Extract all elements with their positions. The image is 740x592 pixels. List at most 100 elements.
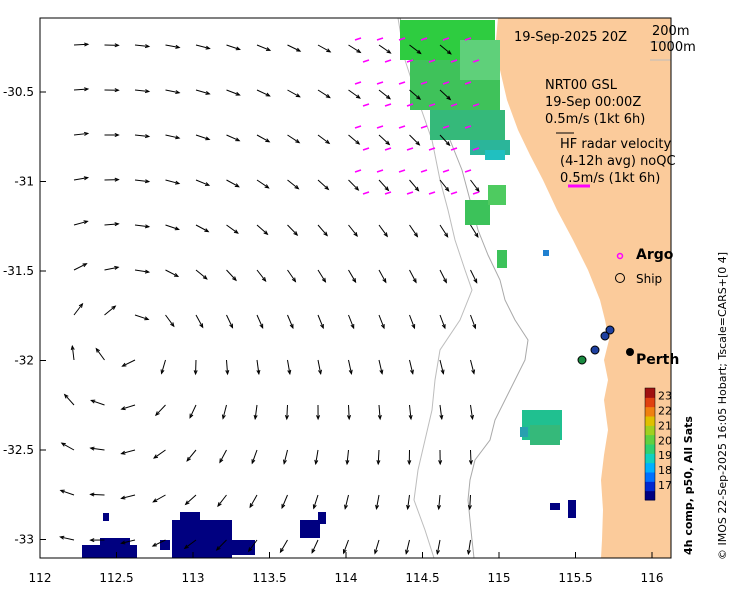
model-current-arrow <box>348 269 357 283</box>
model-current-arrowhead <box>353 232 358 238</box>
model-current-arrow <box>134 179 149 183</box>
hf-radar-arrow <box>362 191 370 195</box>
hf-radar-arrow <box>420 37 428 41</box>
model-current-arrow <box>469 494 471 510</box>
model-current-arrowhead <box>473 278 478 284</box>
colorbar-tick-label: 17 <box>658 479 672 492</box>
contour-200m-label: 200m <box>652 24 690 39</box>
model-current-arrow <box>165 179 180 185</box>
model-current-arrowhead <box>121 362 127 367</box>
model-current-arrowhead <box>202 275 208 280</box>
hf-radar-arrow <box>354 125 362 129</box>
model-current-arrow <box>219 449 227 463</box>
model-current-arrow <box>378 314 385 329</box>
model-current-arrowhead <box>356 48 362 54</box>
hf-radar-arrow <box>354 37 362 41</box>
model-current-arrow <box>216 539 227 551</box>
model-current-arrow <box>283 449 288 464</box>
model-current-arrow <box>121 494 136 499</box>
hf-radar-arrow <box>450 59 458 63</box>
model-current-arrow <box>439 179 450 192</box>
model-current-arrowhead <box>63 393 69 399</box>
model-current-arrowhead <box>144 179 151 184</box>
model-current-arrow <box>317 269 326 283</box>
radar-title: HF radar velocity <box>560 137 672 152</box>
model-current-arrowhead <box>114 88 120 93</box>
model-current-arrowhead <box>384 186 390 192</box>
model-current-arrowhead <box>60 442 66 447</box>
model-current-arrow <box>287 314 294 329</box>
model-current-arrowhead <box>344 504 348 510</box>
model-current-arrow <box>287 359 291 374</box>
model-current-arrow <box>287 44 301 52</box>
hf-radar-arrow <box>384 59 392 63</box>
model-current-arrowhead <box>154 411 160 417</box>
model-current-arrowhead <box>386 49 392 54</box>
model-current-arrow <box>281 494 288 509</box>
model-current-arrowhead <box>436 549 440 556</box>
model-current-arrow <box>186 449 197 462</box>
model-current-arrow <box>409 224 418 237</box>
hf-radar-arrow <box>362 147 370 151</box>
x-tick-label: 114.5 <box>405 571 439 585</box>
model-current-arrowhead <box>468 460 473 466</box>
y-axis: -30.5 -31 -31.5 -32 -32.5 -33 <box>3 85 46 547</box>
model-current-arrow <box>348 179 359 191</box>
model-current-arrowhead <box>323 231 329 237</box>
model-current-arrowhead <box>256 369 261 376</box>
model-current-arrow <box>195 89 210 95</box>
model-current-arrowhead <box>475 187 480 193</box>
model-current-arrow <box>155 404 166 416</box>
model-current-arrowhead <box>89 446 95 451</box>
y-tick-label: -31.5 <box>3 264 34 278</box>
model-current-arrow <box>251 449 258 464</box>
model-current-arrow <box>222 404 227 419</box>
model-current-arrow <box>311 539 319 553</box>
model-current-arrowhead <box>70 344 75 351</box>
model-current-arrow <box>317 44 331 53</box>
model-current-arrowhead <box>284 415 289 421</box>
model-current-arrow <box>195 269 208 280</box>
model-current-arrowhead <box>204 182 211 186</box>
model-current-arrow <box>73 303 83 316</box>
model-current-arrow <box>409 44 421 54</box>
model-current-arrow <box>344 494 349 509</box>
hf-radar-arrow <box>354 169 362 173</box>
hf-radar-arrow <box>398 169 406 173</box>
model-time: 19-Sep 00:00Z <box>545 95 642 110</box>
hf-radar-arrow <box>420 81 428 85</box>
contour-1000m <box>397 18 473 558</box>
sst-colorbar: 23 22 21 20 19 18 17 <box>644 387 672 501</box>
hf-radar-arrow <box>472 147 480 151</box>
model-current-arrowhead <box>235 46 241 51</box>
model-current-arrow <box>73 88 88 91</box>
model-current-arrowhead <box>441 324 446 330</box>
model-current-arrowhead <box>120 406 126 411</box>
model-current-arrow <box>226 359 229 374</box>
model-current-arrow <box>121 449 136 455</box>
model-current-arrow <box>439 134 450 146</box>
hf-radar-arrow <box>442 37 450 41</box>
hf-radar-arrow <box>428 147 436 151</box>
model-current-arrow <box>217 494 227 507</box>
land-mass <box>496 18 671 558</box>
model-current-arrowhead <box>120 450 126 455</box>
model-current-arrowhead <box>354 186 360 191</box>
y-tick-label: -33 <box>14 533 34 547</box>
model-current-arrowhead <box>296 47 302 52</box>
model-current-arrowhead <box>440 369 445 375</box>
model-current-arrowhead <box>184 500 190 506</box>
model-current-arrowhead <box>355 140 361 145</box>
model-current-arrow <box>405 539 410 554</box>
radar-scale: 0.5m/s (1kt 6h) <box>560 171 661 186</box>
model-current-arrow <box>165 89 180 94</box>
model-current-arrow <box>287 224 298 236</box>
model-current-arrow <box>185 494 197 505</box>
model-current-arrowhead <box>355 94 361 99</box>
model-current-arrowhead <box>215 546 221 551</box>
model-current-arrow <box>378 44 391 54</box>
argo-legend-symbol <box>616 252 624 260</box>
model-current-arrowhead <box>318 369 323 375</box>
hf-radar-arrow <box>362 59 370 63</box>
